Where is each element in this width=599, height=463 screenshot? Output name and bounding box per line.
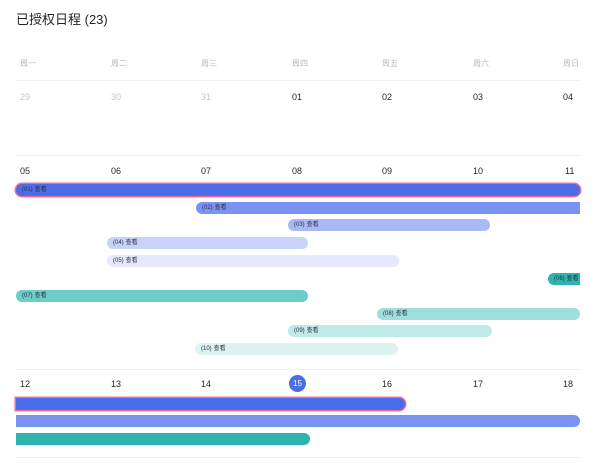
event-number: (08) [383,311,394,317]
date-cell[interactable]: 07 [201,166,212,176]
view-link[interactable]: 查看 [306,222,319,228]
event-number: (01) [22,187,33,193]
date-cell[interactable]: 13 [111,379,122,389]
view-link[interactable]: 查看 [395,311,408,317]
event-number: (06) [554,276,565,282]
date-cell[interactable]: 14 [201,379,212,389]
view-link[interactable]: 查看 [125,240,138,246]
weekday-wed: 周三 [201,59,217,68]
weekday-tue: 周二 [111,59,127,68]
date-cell[interactable]: 02 [382,92,393,102]
divider [16,457,581,458]
date-cell[interactable]: 06 [111,166,122,176]
date-cell[interactable]: 30 [111,92,122,102]
event-bar-02-cont[interactable] [16,415,580,427]
event-number: (05) [113,258,124,264]
event-bar-06-cont[interactable] [16,433,310,445]
date-cell[interactable]: 08 [292,166,303,176]
event-number: (07) [22,293,33,299]
date-cell[interactable]: 12 [20,379,31,389]
weekday-sun: 周日 [563,59,579,68]
event-number: (04) [113,240,124,246]
date-cell[interactable]: 03 [473,92,484,102]
view-link[interactable]: 查看 [566,276,579,282]
date-cell[interactable]: 16 [382,379,393,389]
date-cell[interactable]: 09 [382,166,393,176]
event-bar-06[interactable]: (06) 查看 [548,273,580,285]
event-bar-05[interactable]: (05) 查看 [107,255,399,267]
event-bar-02[interactable]: (02) 查看 [196,202,580,214]
event-bar-03[interactable]: (03) 查看 [288,219,490,231]
event-bar-10[interactable]: (10) 查看 [195,343,398,355]
event-bar-04[interactable]: (04) 查看 [107,237,308,249]
view-link[interactable]: 查看 [306,328,319,334]
view-link[interactable]: 查看 [214,205,227,211]
divider [16,80,581,81]
date-cell[interactable]: 29 [20,92,31,102]
view-link[interactable]: 查看 [34,187,47,193]
date-cell[interactable]: 18 [563,379,574,389]
weekday-sat: 周六 [473,59,489,68]
event-bar-08[interactable]: (08) 查看 [377,308,580,320]
date-cell[interactable]: 01 [292,92,303,102]
view-link[interactable]: 查看 [213,346,226,352]
page-title: 已授权日程 (23) [16,12,108,27]
event-number: (09) [294,328,305,334]
event-bar-09[interactable]: (09) 查看 [288,325,492,337]
date-cell[interactable]: 11 [565,166,575,176]
date-cell[interactable]: 04 [563,92,574,102]
event-bar-07[interactable]: (07) 查看 [16,290,308,302]
weekday-mon: 周一 [20,59,36,68]
date-cell[interactable]: 10 [473,166,484,176]
event-number: (10) [201,346,212,352]
event-number: (03) [294,222,305,228]
event-bar-01[interactable]: (01) 查看 [16,184,580,196]
date-cell[interactable]: 05 [20,166,31,176]
event-number: (02) [202,205,213,211]
weekday-thu: 周四 [292,59,308,68]
date-cell[interactable]: 31 [201,92,212,102]
event-bar-01-cont[interactable] [16,398,405,410]
view-link[interactable]: 查看 [125,258,138,264]
today-date-cell[interactable]: 15 [289,375,306,392]
divider [16,155,581,156]
divider [16,369,581,370]
view-link[interactable]: 查看 [34,293,47,299]
weekday-fri: 周五 [382,59,398,68]
date-cell[interactable]: 17 [473,379,484,389]
